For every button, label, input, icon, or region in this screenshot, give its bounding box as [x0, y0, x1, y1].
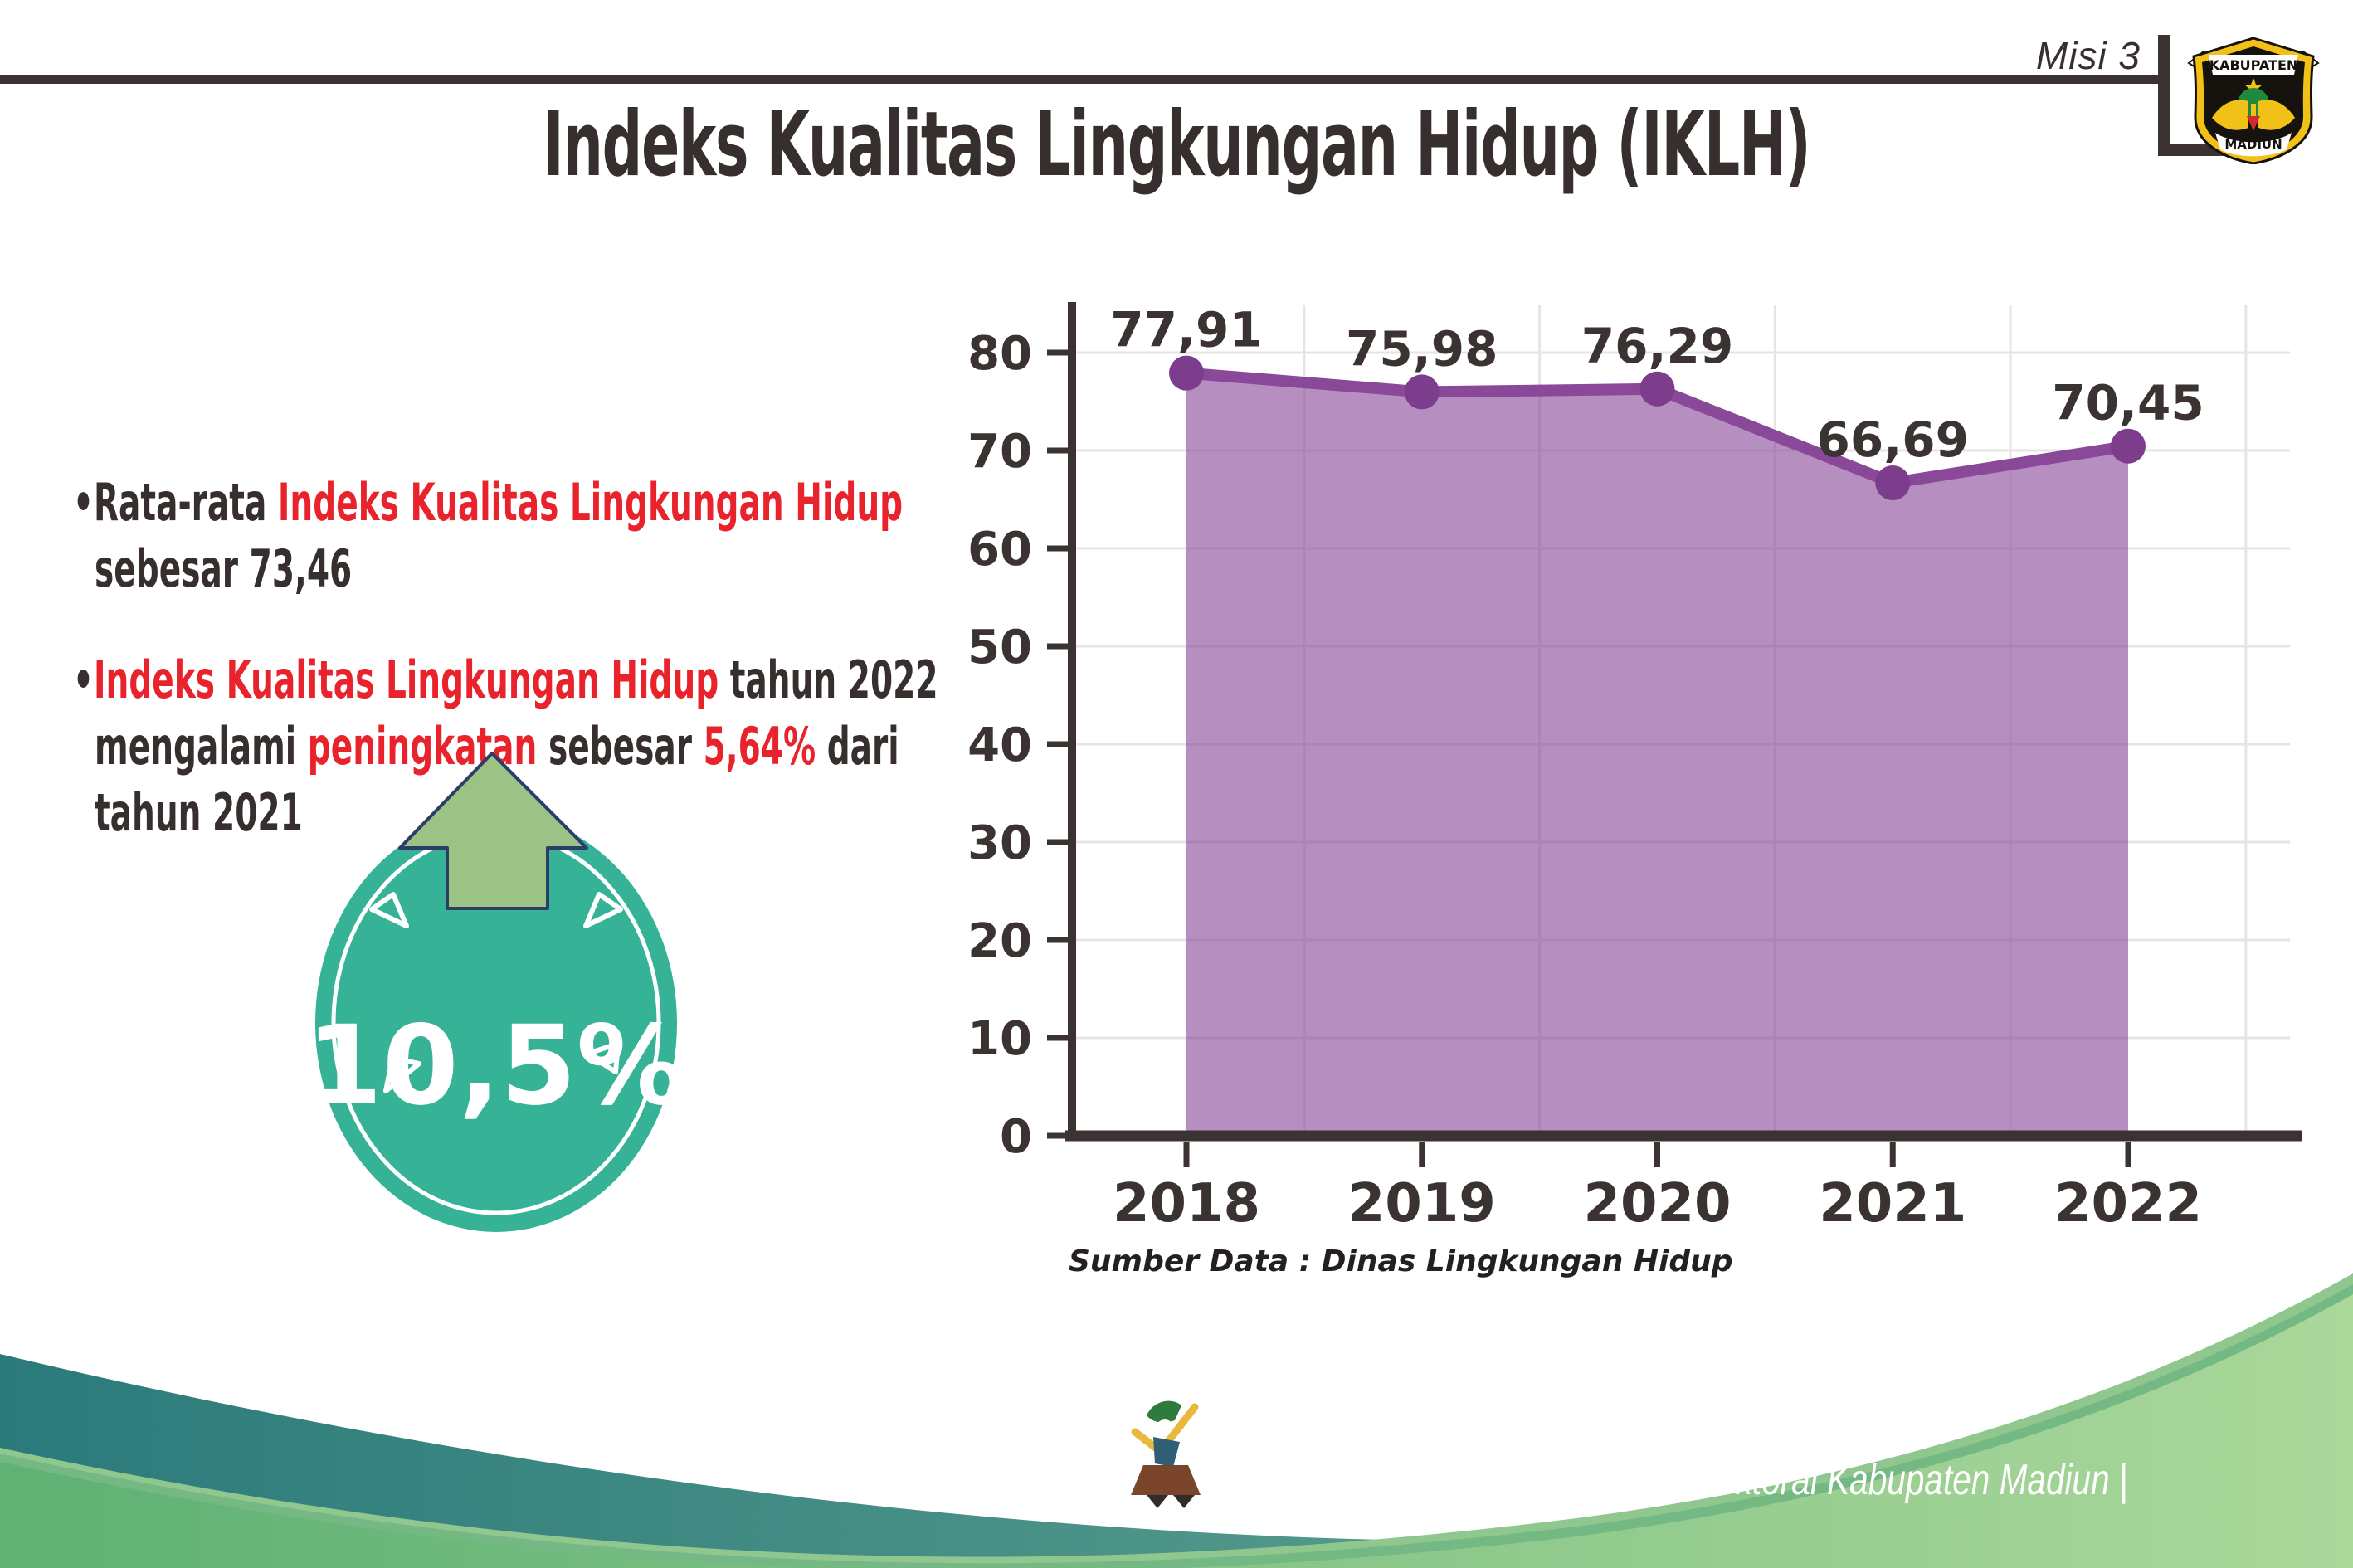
text-segment: •: [73, 650, 94, 710]
svg-text:2019: 2019: [1348, 1173, 1496, 1234]
chart-axes: [1047, 302, 2302, 1167]
logo-banner-bottom-text: MADIUN: [2224, 137, 2282, 152]
footer-waves: [0, 1273, 2353, 1568]
logo-wing-left: [2212, 100, 2248, 130]
footer-wave-mid: [0, 1284, 2353, 1568]
svg-text:50: 50: [967, 621, 1032, 674]
svg-text:70,45: 70,45: [2052, 375, 2204, 431]
footer-credit: Media Infografis Data Statistik Sektoral…: [1238, 1456, 2128, 1504]
svg-text:0: 0: [1000, 1110, 1032, 1164]
logo-wing-right: [2258, 100, 2295, 130]
bullet-2-line-2: mengalami peningkatan sebesar 5,64% dari: [95, 713, 946, 780]
bullet-2-line-1: •Indeks Kualitas Lingkungan Hidup tahun …: [73, 647, 938, 713]
logo-banner-top: [2209, 55, 2298, 75]
bullet-1-line-1: •Rata-rata Indeks Kualitas Lingkungan Hi…: [73, 470, 938, 536]
page-title: Indeks Kualitas Lingkungan Hidup (IKLH): [543, 93, 1810, 197]
kabupaten-madiun-logo-icon: KABUPATEN MADIUN: [2187, 37, 2320, 164]
chart-source-note: Sumber Data : Dinas Lingkungan Hidup: [1069, 1244, 1733, 1278]
svg-text:2018: 2018: [1113, 1173, 1260, 1234]
badge-spark-se-icon: [585, 1041, 621, 1074]
footer-wave-teal: [0, 1354, 2353, 1568]
key-findings: •Rata-rata Indeks Kualitas Lingkungan Hi…: [73, 470, 1446, 846]
badge-spark-nw-icon: [369, 892, 409, 928]
chart-value-labels: 77,91 75,98 76,29 66,69 70,45: [1110, 302, 2204, 468]
text-segment: Indeks Kualitas Lingkungan Hidup: [277, 472, 904, 533]
logo-banner-bottom: [2215, 133, 2292, 157]
svg-text:77,91: 77,91: [1110, 302, 1262, 358]
svg-text:30: 30: [967, 816, 1032, 870]
footer-wave-pale: [0, 1273, 2353, 1568]
svg-text:10: 10: [967, 1012, 1032, 1066]
footer-wave-main: [0, 1294, 2353, 1568]
text-segment: tahun 2022: [719, 650, 938, 710]
text-segment: sebesar: [537, 716, 704, 777]
text-segment: tahun 2021: [95, 782, 303, 843]
text-segment: •: [73, 472, 94, 533]
header-divider: [0, 75, 2162, 84]
svg-text:2021: 2021: [1819, 1173, 1966, 1234]
text-segment: 5,64%: [703, 716, 816, 777]
svg-text:70: 70: [967, 425, 1032, 479]
chart-axis-labels: 0 10 20 30 40 50 60 70 80 2018 2019 2020 2021 2022: [967, 327, 2202, 1234]
chart-area-series: [1169, 355, 2146, 1136]
svg-text:20: 20: [967, 914, 1032, 968]
text-segment: dari: [816, 716, 899, 777]
iklh-area-chart: 0 10 20 30 40 50 60 70 80 2018 2019 2020 2021 2022 77…: [967, 302, 2302, 1234]
text-segment: Indeks Kualitas Lingkungan Hidup: [93, 650, 719, 710]
logo-banner-top-text: KABUPATEN: [2209, 57, 2298, 73]
svg-text:60: 60: [967, 523, 1032, 577]
svg-text:2020: 2020: [1583, 1173, 1731, 1234]
logo-frame-vertical: [2158, 35, 2170, 156]
text-segment: mengalami: [95, 716, 308, 777]
badge-spark-ne-icon: [583, 892, 623, 928]
bullet-1-line-2: sebesar 73,46: [95, 536, 946, 602]
logo-tree-trunk: [2251, 104, 2256, 125]
svg-text:75,98: 75,98: [1346, 320, 1498, 377]
svg-text:66,69: 66,69: [1817, 411, 1969, 468]
svg-text:40: 40: [967, 718, 1032, 772]
mission-label: Misi 3: [2035, 34, 2141, 77]
increase-badge: 10,5%: [306, 752, 686, 1232]
logo-center-emblem: [2247, 116, 2260, 131]
badge-value: 10,5%: [306, 1002, 686, 1130]
badge-spark-sw-icon: [383, 1055, 421, 1093]
svg-text:2022: 2022: [2054, 1173, 2202, 1234]
text-segment: sebesar 73,46: [95, 538, 353, 599]
arrow-up-icon: [398, 752, 588, 910]
svg-text:76,29: 76,29: [1581, 318, 1733, 374]
bullet-2-line-3: tahun 2021: [95, 780, 946, 846]
svg-text:80: 80: [967, 327, 1032, 381]
mascot-icon: [1131, 1395, 1201, 1508]
text-segment: Rata-rata: [93, 472, 278, 533]
